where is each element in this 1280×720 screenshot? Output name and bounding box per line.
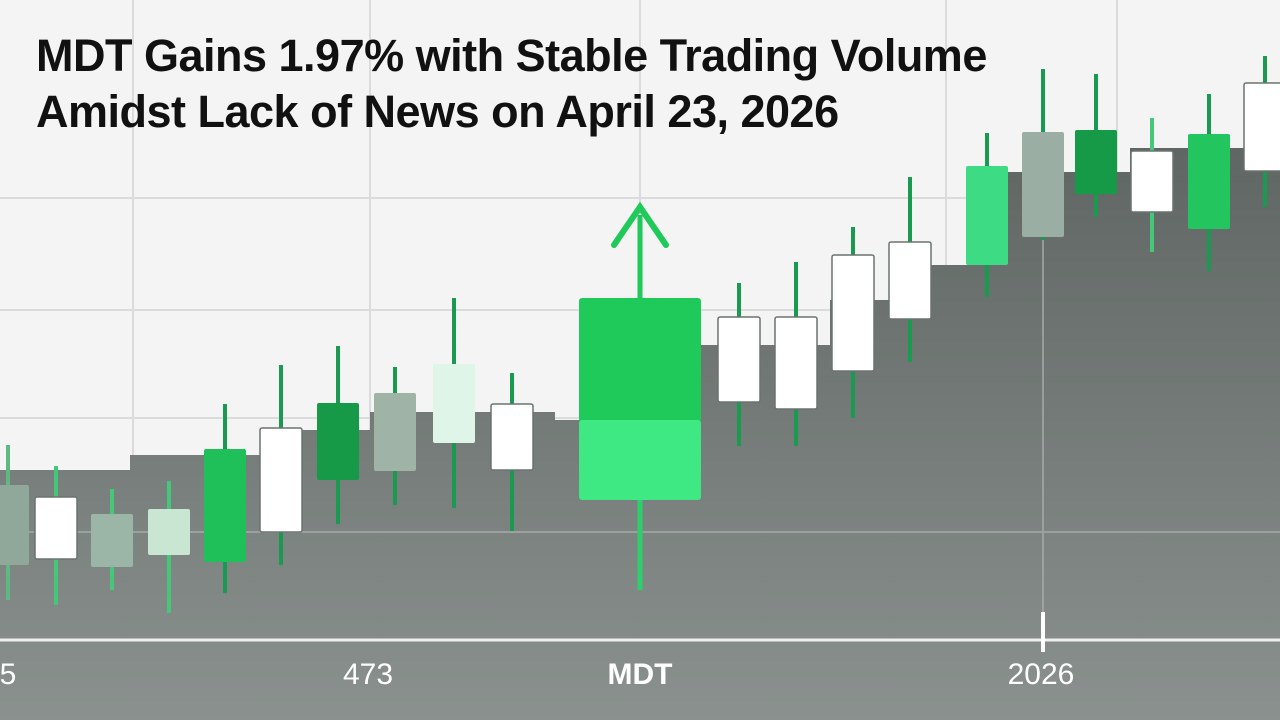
candle-body	[579, 298, 701, 422]
candle-body	[888, 241, 932, 320]
candle-body	[717, 316, 761, 403]
candle-body	[34, 496, 78, 560]
candle-body	[0, 485, 29, 565]
candle-body	[204, 449, 246, 562]
axis-label: 473	[342, 658, 394, 691]
candle-body	[148, 509, 190, 555]
candle-body	[1188, 134, 1230, 229]
arrow-head	[611, 201, 669, 248]
candle-body	[831, 254, 875, 372]
candle-body	[966, 166, 1008, 265]
candle-body	[259, 427, 303, 533]
candle-body	[317, 403, 359, 480]
candle-body	[490, 403, 534, 471]
axis-label: 2026	[1007, 658, 1075, 691]
axis-label: MDT	[607, 658, 673, 691]
candle-body	[91, 514, 133, 567]
candle-body	[433, 364, 475, 443]
headline: MDT Gains 1.97% with Stable Trading Volu…	[36, 30, 987, 137]
candle-body	[374, 393, 416, 471]
candle-body	[1022, 132, 1064, 237]
candle-body	[1130, 150, 1174, 213]
axis-label: 5	[0, 658, 17, 691]
candle-body	[1075, 130, 1117, 194]
candle-body	[774, 316, 818, 410]
candle-body	[579, 420, 701, 500]
candle-body	[1243, 82, 1280, 172]
